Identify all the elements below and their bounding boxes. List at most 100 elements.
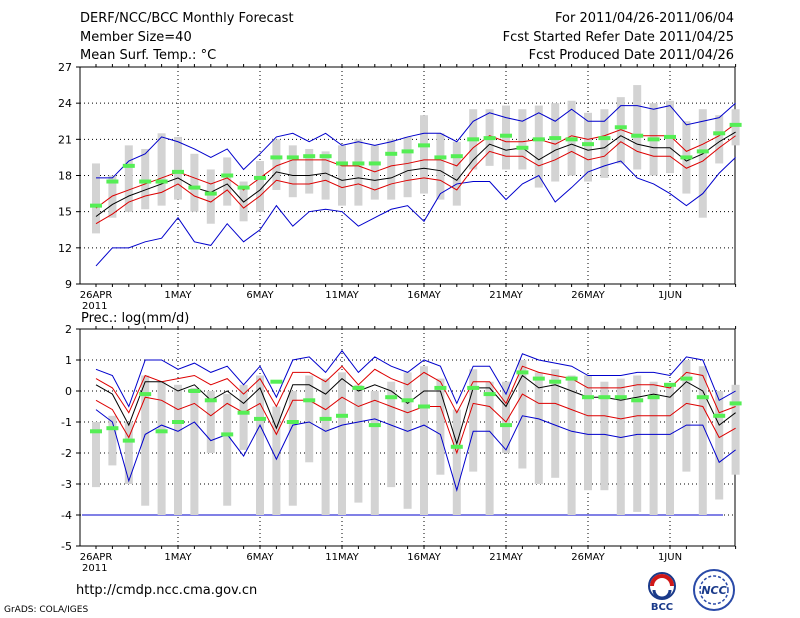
member-marker (450, 154, 463, 159)
panel-title: Prec.: log(mm/d) (81, 311, 189, 326)
spread-box (223, 157, 232, 206)
member-marker (270, 379, 283, 384)
spread-box (272, 406, 281, 515)
y-tick-label: 12 (58, 242, 72, 255)
x-tick-label: 26MAY (571, 290, 605, 301)
x-year-label: 2011 (82, 563, 107, 574)
spread-box (600, 109, 609, 178)
spread-box (682, 360, 691, 472)
spread-box (174, 384, 182, 515)
x-tick-label: 26MAY (571, 552, 605, 563)
member-marker (500, 133, 512, 138)
member-marker (188, 185, 201, 190)
spread-box (190, 153, 199, 212)
member-marker (352, 161, 365, 166)
member-marker (516, 145, 529, 150)
member-marker (500, 423, 512, 428)
series-line-upper (95, 123, 736, 209)
member-marker (549, 379, 562, 384)
member-marker (122, 438, 135, 443)
spread-box (436, 133, 445, 200)
member-marker (90, 203, 102, 208)
y-tick-label: 21 (58, 133, 72, 146)
spread-box (584, 375, 592, 491)
member-marker (729, 122, 742, 127)
source-url[interactable]: http://cmdp.ncc.cma.gov.cn (76, 583, 258, 598)
x-tick-label: 11MAY (325, 552, 359, 563)
member-marker (418, 143, 430, 148)
spread-box (387, 139, 396, 200)
member-marker (598, 136, 611, 141)
spread-box (239, 384, 248, 450)
spread-box (518, 360, 527, 469)
member-marker (319, 154, 332, 159)
spread-box (321, 151, 330, 200)
spread-box (108, 415, 117, 466)
member-marker (631, 133, 644, 138)
member-marker (401, 149, 414, 154)
member-marker (172, 420, 184, 424)
spread-box (600, 381, 609, 491)
member-marker (598, 395, 611, 400)
spread-box (157, 133, 166, 206)
member-marker (467, 385, 480, 390)
spread-box (354, 384, 363, 503)
member-marker (680, 155, 693, 160)
x-tick-label: 16MAY (407, 552, 441, 563)
spread-box (485, 381, 494, 515)
member-marker (549, 136, 562, 141)
chart-title: DERF/NCC/BCC Monthly Forecast (80, 11, 294, 26)
spread-box (338, 145, 346, 206)
member-marker (565, 137, 578, 142)
spread-box (338, 372, 346, 515)
member-marker (631, 398, 644, 403)
member-marker (204, 191, 217, 196)
series-line-lower (95, 135, 736, 225)
spread-box (534, 105, 543, 188)
spread-box (403, 136, 412, 198)
y-tick-label: 9 (65, 278, 72, 291)
series-line-mean (95, 374, 736, 446)
series-line-max (95, 349, 736, 408)
member-marker (237, 410, 250, 415)
member-marker (352, 385, 365, 390)
x-tick-label: 26APR (80, 552, 113, 563)
x-tick-label: 16MAY (407, 290, 441, 301)
member-marker (516, 370, 529, 375)
spread-box (354, 139, 363, 206)
x-tick-label: 11MAY (325, 290, 359, 301)
x-tick-label: 1MAY (164, 552, 192, 563)
spread-box (288, 145, 297, 198)
spread-box (518, 109, 527, 170)
member-marker (368, 423, 381, 428)
produced-date-label: Fcst Produced Date 2011/04/26 (528, 48, 734, 63)
spread-box (567, 375, 576, 515)
spread-box (305, 375, 314, 463)
spread-box (92, 422, 100, 488)
member-marker (647, 137, 660, 142)
spread-box (715, 115, 724, 164)
spread-box (666, 384, 674, 515)
spread-box (370, 145, 379, 200)
bcc-logo: BCC (648, 572, 676, 613)
x-tick-label: 26APR (80, 290, 113, 301)
member-marker (122, 163, 135, 168)
spread-box (715, 391, 724, 500)
member-marker (532, 137, 545, 142)
member-marker (368, 161, 381, 166)
variable-label: Mean Surf. Temp.: °C (80, 48, 217, 63)
spread-box (469, 369, 478, 472)
member-marker (434, 155, 447, 160)
member-marker (647, 395, 660, 400)
grads-credit: GrADS: COLA/IGES (4, 605, 89, 615)
spread-box (420, 366, 428, 515)
y-tick-label: -4 (61, 509, 72, 522)
member-marker (614, 395, 627, 400)
member-marker (254, 416, 266, 421)
x-tick-label: 1JUN (658, 290, 682, 301)
spread-box (649, 381, 658, 515)
member-marker (467, 137, 480, 142)
spread-box (633, 85, 642, 170)
spread-box (534, 372, 543, 484)
member-marker (155, 179, 168, 184)
